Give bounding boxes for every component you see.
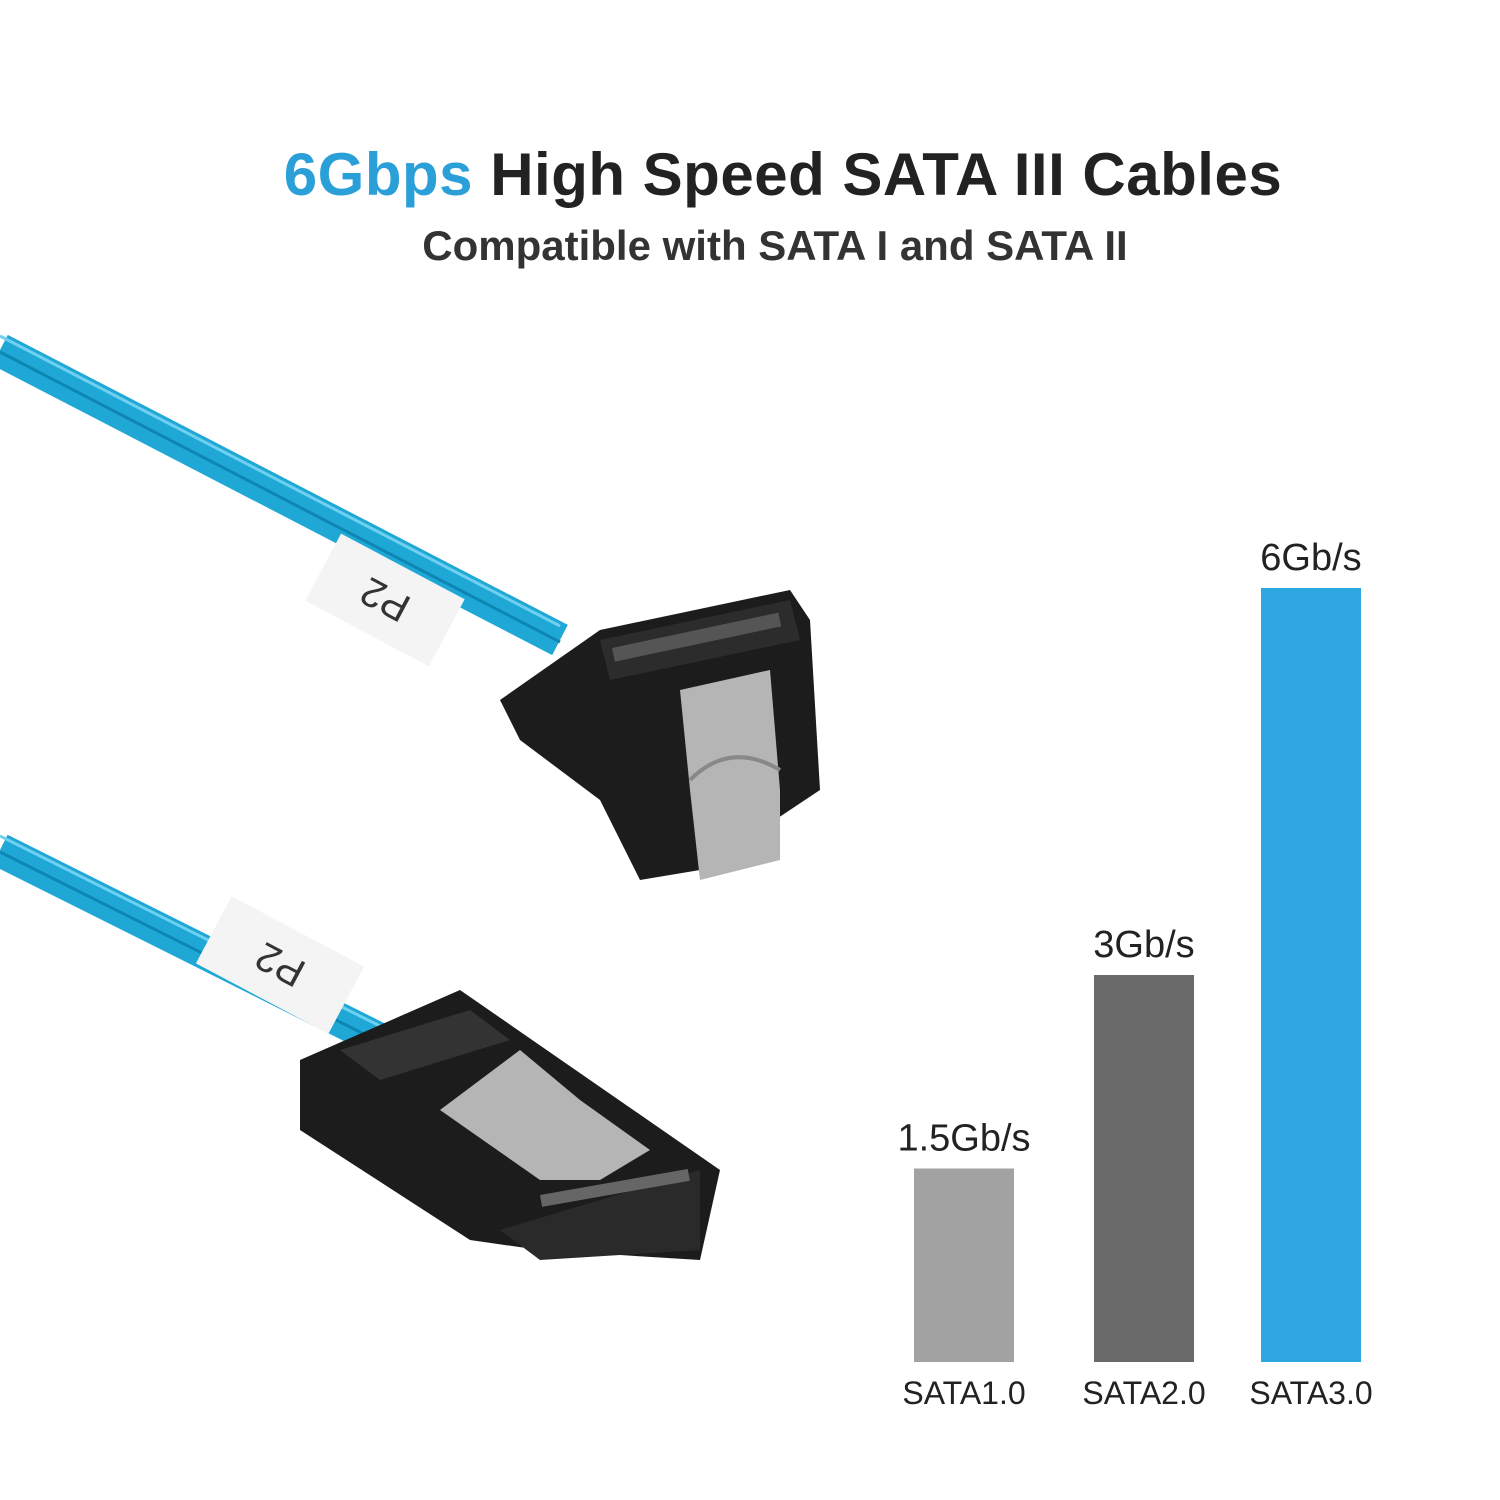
headline-accent: 6Gbps xyxy=(283,141,474,208)
subtitle: Compatible with SATA I and SATA II xyxy=(422,222,1128,269)
straight-connector xyxy=(300,990,720,1260)
bar-sata2-0 xyxy=(1094,975,1194,1362)
bar-sata3-0 xyxy=(1261,588,1361,1362)
headline-text: High Speed SATA III Cables xyxy=(490,141,1283,208)
bar-value-label: 3Gb/s xyxy=(1093,924,1194,966)
upper-cable xyxy=(0,334,568,656)
right-angle-connector xyxy=(500,590,820,880)
category-label: SATA2.0 xyxy=(1082,1375,1205,1411)
lower-cable-tag: P2 xyxy=(195,896,365,1034)
category-label: SATA1.0 xyxy=(902,1375,1025,1411)
bar-value-label: 6Gb/s xyxy=(1260,537,1361,579)
bar-value-label: 1.5Gb/s xyxy=(897,1118,1030,1160)
bar-sata1-0 xyxy=(914,1168,1014,1362)
headline: 6Gbps High Speed SATA III Cables xyxy=(0,140,1500,209)
upper-cable-tag: P2 xyxy=(305,533,465,667)
category-label: SATA3.0 xyxy=(1249,1375,1372,1411)
